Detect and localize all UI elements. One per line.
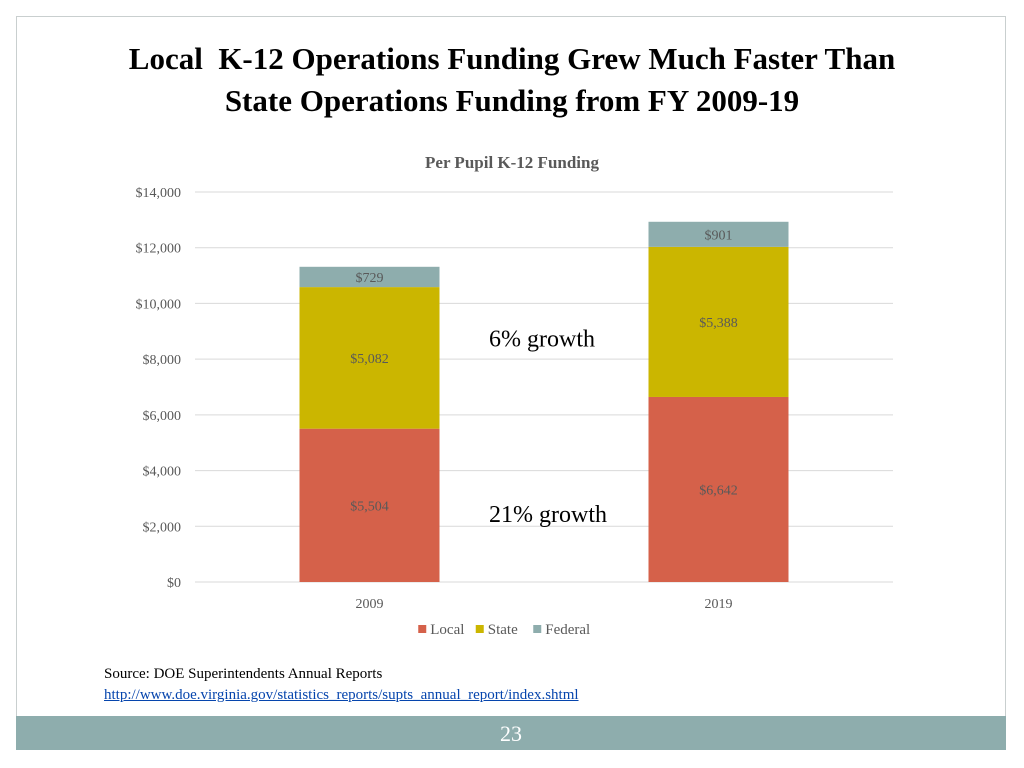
y-tick-label-14000: $14,000 bbox=[136, 186, 182, 201]
legend-swatch-federal bbox=[533, 625, 542, 633]
bar-state-2009 bbox=[299, 287, 440, 429]
x-tick-label-2019: 2019 bbox=[705, 597, 733, 612]
x-tick-label-2009: 2009 bbox=[356, 597, 384, 612]
y-tick-label-2000: $2,000 bbox=[143, 520, 182, 535]
data-label-federal-2009: $729 bbox=[356, 271, 384, 286]
data-label-state-2019: $5,388 bbox=[699, 316, 738, 331]
data-label-local-2009: $5,504 bbox=[350, 499, 389, 514]
legend-label-federal: Federal bbox=[545, 622, 590, 638]
data-label-local-2019: $6,642 bbox=[699, 483, 738, 498]
y-tick-label-8000: $8,000 bbox=[143, 353, 182, 368]
page-number: 23 bbox=[500, 721, 522, 746]
bar-federal-2019 bbox=[648, 221, 789, 247]
legend-label-local: Local bbox=[430, 622, 464, 638]
legend-swatch-state bbox=[475, 625, 484, 633]
bar-state-2019 bbox=[648, 246, 789, 397]
source-link[interactable]: http://www.doe.virginia.gov/statistics_r… bbox=[104, 687, 579, 703]
legend-label-state: State bbox=[488, 622, 518, 638]
y-tick-label-6000: $6,000 bbox=[143, 409, 182, 424]
y-tick-label-4000: $4,000 bbox=[143, 465, 182, 480]
title-line-1: Local K-12 Operations Funding Grew Much … bbox=[128, 41, 896, 76]
bar-local-2019 bbox=[648, 396, 789, 582]
legend-swatch-local bbox=[418, 625, 427, 633]
chart-title: Per Pupil K-12 Funding bbox=[425, 153, 599, 172]
source-label: Source: DOE Superintendents Annual Repor… bbox=[104, 666, 383, 682]
footer-bar: 23 bbox=[16, 716, 1006, 750]
data-label-state-2009: $5,082 bbox=[350, 352, 389, 367]
slide-title: Local K-12 Operations Funding Grew Much … bbox=[40, 38, 984, 122]
bar-federal-2009 bbox=[299, 266, 440, 288]
bar-local-2009 bbox=[299, 428, 440, 582]
annotation-local-growth: 21% growth bbox=[489, 502, 607, 528]
y-tick-label-12000: $12,000 bbox=[136, 242, 182, 257]
data-label-federal-2019: $901 bbox=[705, 228, 733, 243]
source-note: Source: DOE Superintendents Annual Repor… bbox=[104, 664, 579, 706]
y-tick-label-0: $0 bbox=[167, 576, 181, 591]
annotation-state-growth: 6% growth bbox=[489, 327, 595, 353]
y-tick-label-10000: $10,000 bbox=[136, 297, 182, 312]
title-line-2: State Operations Funding from FY 2009-19 bbox=[224, 83, 800, 118]
slide-frame bbox=[16, 16, 1006, 750]
